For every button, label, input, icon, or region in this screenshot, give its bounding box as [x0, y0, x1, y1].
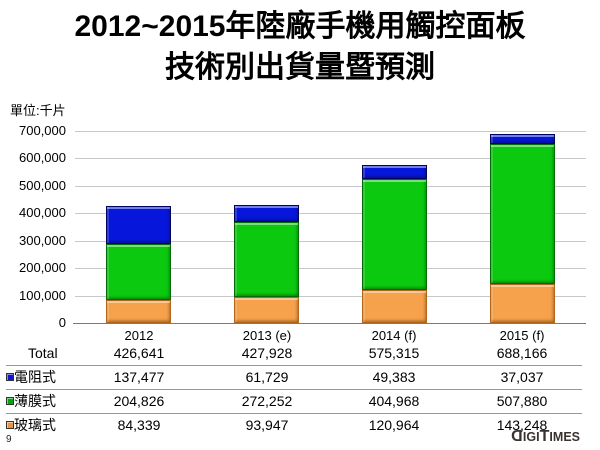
gridline	[75, 241, 586, 242]
brand-letter: T	[539, 428, 550, 445]
unit-label: 單位:千片	[10, 103, 66, 118]
x-axis-category-label: 2013 (e)	[242, 328, 292, 343]
bar-segment-玻璃式	[234, 297, 299, 323]
table-cell-value: 507,880	[496, 393, 548, 409]
y-axis-tick-label: 0	[58, 315, 66, 330]
bar-segment-電阻式	[106, 206, 171, 244]
row-label: 電阻式	[14, 369, 56, 385]
bar-segment-玻璃式	[362, 290, 427, 323]
table-cell-value: 272,252	[241, 393, 293, 409]
table-row: Total 426,641 427,928 575,315 688,166	[6, 342, 582, 365]
y-axis-tick-label: 700,000	[19, 123, 66, 138]
table-cell-value: 61,729	[245, 369, 289, 385]
digitimes-logo: DIGITIMES	[511, 428, 580, 446]
gridline	[75, 186, 586, 187]
brand-letter: I	[549, 430, 553, 444]
y-axis-tick-label: 200,000	[19, 260, 66, 275]
chart-title-line1: 2012~2015年陸廠手機用觸控面板	[74, 10, 526, 43]
brand-letter: S	[571, 430, 580, 444]
bar-segment-電阻式	[490, 134, 555, 144]
legend-swatch	[6, 373, 14, 381]
bar-segment-薄膜式	[106, 244, 171, 300]
table-row: 玻璃式 84,339 93,947 120,964 143,248	[6, 413, 582, 437]
table-cell-value: 93,947	[245, 417, 289, 433]
gridline	[75, 296, 586, 297]
bar-segment-玻璃式	[106, 300, 171, 323]
table-cell-value: 120,964	[368, 417, 420, 433]
table-cell-value: 84,339	[117, 417, 161, 433]
table-cell-value: 426,641	[113, 345, 165, 361]
table-row: 電阻式 137,477 61,729 49,383 37,037	[6, 365, 582, 389]
x-axis-line	[73, 323, 586, 324]
table-cell-value: 404,968	[368, 393, 420, 409]
x-axis-category-label: 2014 (f)	[371, 328, 417, 343]
x-axis-category-label: 2012	[124, 328, 154, 343]
brand-letter: M	[552, 430, 564, 444]
gridline	[75, 131, 586, 132]
chart-title-line2: 技術別出貨量暨預測	[165, 51, 435, 84]
y-axis-tick-label: 300,000	[19, 233, 66, 248]
brand-letter: D	[511, 428, 523, 445]
y-axis-tick-label: 100,000	[19, 288, 66, 303]
row-label: 玻璃式	[14, 417, 56, 433]
table-cell-value: 575,315	[368, 345, 420, 361]
bar-segment-電阻式	[362, 165, 427, 179]
table-cell-value: 427,928	[241, 345, 293, 361]
bar-segment-玻璃式	[490, 284, 555, 323]
table-cell-value: 688,166	[496, 345, 548, 361]
y-axis-tick-label: 500,000	[19, 178, 66, 193]
page-number: 9	[6, 434, 12, 445]
bar-segment-電阻式	[234, 205, 299, 222]
legend-swatch	[6, 397, 14, 405]
gridline	[75, 268, 586, 269]
x-axis-category-label: 2015 (f)	[499, 328, 545, 343]
brand-letter: I	[536, 430, 540, 444]
table-cell-value: 143,248	[496, 417, 548, 433]
gridline	[75, 213, 586, 214]
bar-segment-薄膜式	[490, 144, 555, 284]
y-axis-tick-label: 400,000	[19, 205, 66, 220]
table-cell-value: 49,383	[372, 369, 416, 385]
brand-letter: G	[526, 430, 537, 444]
brand-letter: I	[522, 430, 527, 444]
data-table: Total 426,641 427,928 575,315 688,166 電阻式 137,…	[6, 342, 582, 437]
gridline	[75, 158, 586, 159]
row-label: 薄膜式	[14, 393, 56, 409]
table-row: 薄膜式 204,826 272,252 404,968 507,880	[6, 389, 582, 413]
table-cell-value: 137,477	[113, 369, 165, 385]
table-cell-value: 204,826	[113, 393, 165, 409]
table-cell-value: 37,037	[500, 369, 544, 385]
bar-segment-薄膜式	[234, 222, 299, 297]
bar-segment-薄膜式	[362, 179, 427, 290]
chart-title: 2012~2015年陸廠手機用觸控面板 技術別出貨量暨預測	[0, 6, 600, 88]
brand-letter: E	[563, 430, 572, 444]
y-axis-tick-label: 600,000	[19, 150, 66, 165]
legend-swatch	[6, 421, 14, 429]
row-label: Total	[28, 345, 58, 361]
